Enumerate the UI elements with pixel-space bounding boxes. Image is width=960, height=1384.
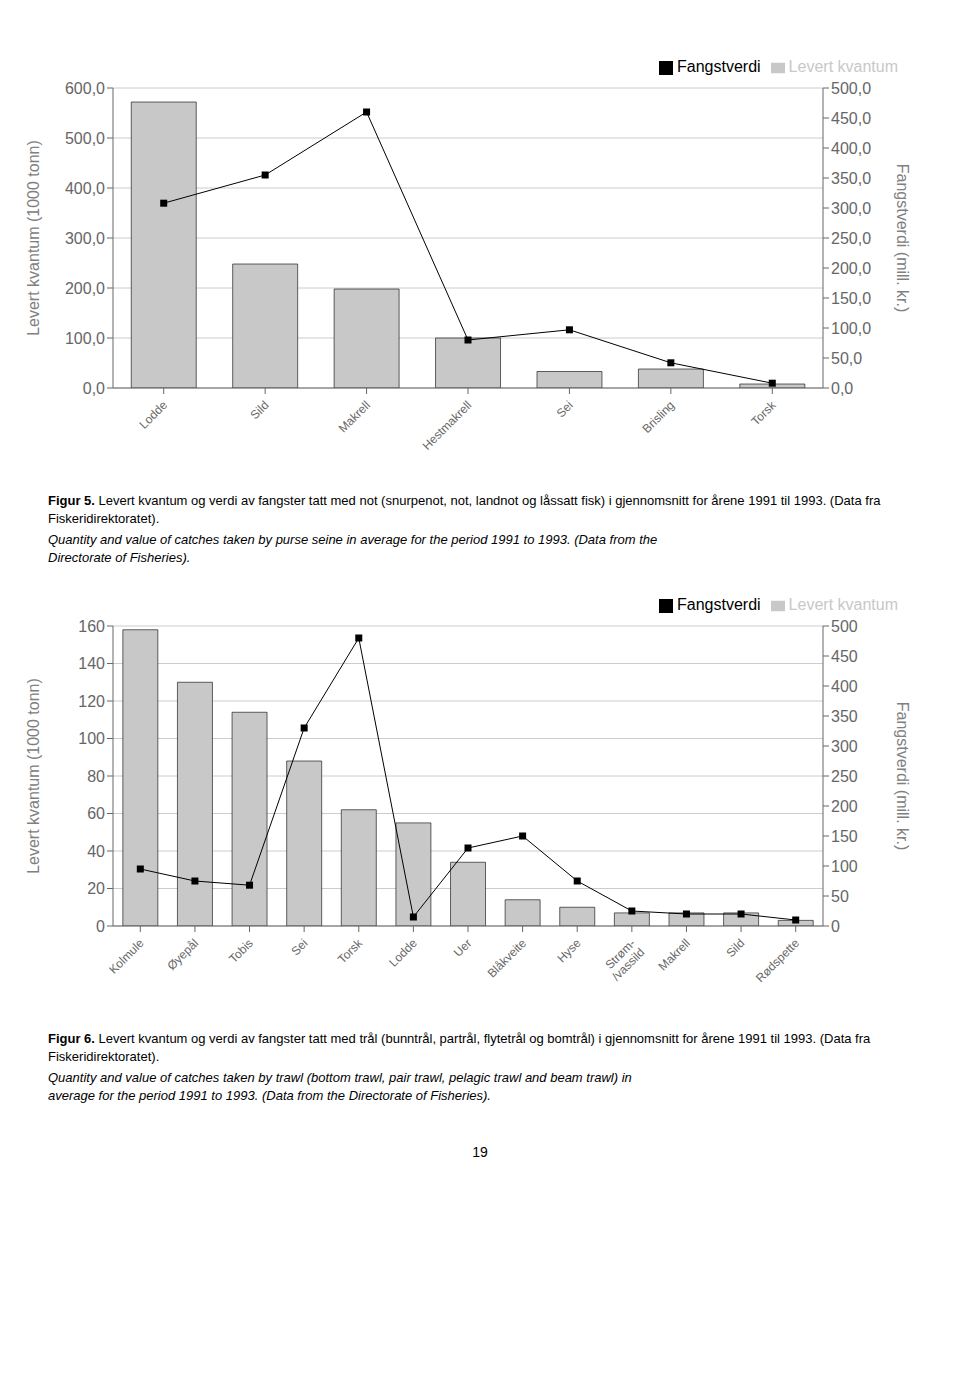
svg-text:300,0: 300,0	[831, 200, 871, 217]
svg-text:Fangstverdi (mill. kr.): Fangstverdi (mill. kr.)	[894, 702, 911, 850]
svg-text:250,0: 250,0	[831, 230, 871, 247]
svg-text:Fangstverdi (mill. kr.): Fangstverdi (mill. kr.)	[894, 164, 911, 312]
svg-text:Sild: Sild	[247, 398, 271, 422]
svg-text:80: 80	[87, 768, 105, 785]
svg-text:200,0: 200,0	[65, 280, 105, 297]
svg-text:Kolmule: Kolmule	[106, 936, 147, 977]
svg-text:0: 0	[831, 918, 840, 935]
svg-text:350,0: 350,0	[831, 170, 871, 187]
html-text:Quantity and value of catches: Quantity and value of catches taken by p…	[48, 532, 658, 565]
svg-text:0,0: 0,0	[83, 380, 105, 397]
svg-text:Makrell: Makrell	[656, 936, 693, 973]
svg-text:100,0: 100,0	[831, 320, 871, 337]
svg-text:Strøm-/vassild: Strøm-/vassild	[600, 936, 647, 983]
svg-text:0: 0	[96, 918, 105, 935]
svg-text:150,0: 150,0	[831, 290, 871, 307]
svg-text:Rødspette: Rødspette	[753, 936, 802, 985]
svg-text:0,0: 0,0	[831, 380, 853, 397]
svg-text:140: 140	[78, 655, 105, 672]
svg-text:250: 250	[831, 768, 858, 785]
svg-text:20: 20	[87, 880, 105, 897]
svg-text:Makrell: Makrell	[336, 398, 373, 435]
svg-text:160: 160	[78, 618, 105, 635]
svg-text:Øyepål: Øyepål	[164, 936, 201, 973]
svg-text:400: 400	[831, 678, 858, 695]
html-text:Figur 6. Levert kvantum og ver: Figur 6. Levert kvantum og verdi av fang…	[48, 1031, 871, 1064]
svg-text:Lodde: Lodde	[137, 398, 171, 432]
svg-text:Hestmakrell: Hestmakrell	[420, 398, 475, 453]
html-text:Fangstverdi: Fangstverdi	[677, 596, 761, 614]
svg-text:Lodde: Lodde	[386, 936, 420, 970]
html-text:19: 19	[472, 1144, 488, 1161]
svg-text:Torsk: Torsk	[335, 936, 366, 967]
svg-text:150: 150	[831, 828, 858, 845]
html-text:Figur 5. Levert kvantum og ver: Figur 5. Levert kvantum og verdi av fang…	[48, 493, 881, 526]
svg-text:100,0: 100,0	[65, 330, 105, 347]
svg-text:100: 100	[831, 858, 858, 875]
svg-text:50,0: 50,0	[831, 350, 862, 367]
svg-text:Blåkveite: Blåkveite	[485, 936, 530, 981]
svg-text:Torsk: Torsk	[748, 397, 779, 428]
svg-text:50: 50	[831, 888, 849, 905]
svg-text:Hyse: Hyse	[554, 936, 583, 965]
svg-text:Tobis: Tobis	[226, 936, 256, 966]
svg-text:450: 450	[831, 648, 858, 665]
svg-text:Levert kvantum (1000 tonn): Levert kvantum (1000 tonn)	[25, 140, 42, 336]
svg-text:300,0: 300,0	[65, 230, 105, 247]
svg-text:300: 300	[831, 738, 858, 755]
svg-text:Uer: Uer	[451, 936, 475, 960]
svg-text:120: 120	[78, 693, 105, 710]
svg-text:500: 500	[831, 618, 858, 635]
html-text:Quantity and value of catches: Quantity and value of catches taken by t…	[48, 1070, 632, 1103]
svg-text:500,0: 500,0	[65, 130, 105, 147]
svg-text:200,0: 200,0	[831, 260, 871, 277]
svg-text:400,0: 400,0	[831, 140, 871, 157]
svg-text:Levert kvantum (1000 tonn): Levert kvantum (1000 tonn)	[25, 678, 42, 874]
svg-text:40: 40	[87, 843, 105, 860]
svg-text:Brisling: Brisling	[639, 398, 677, 436]
svg-text:100: 100	[78, 730, 105, 747]
html-text:Fangstverdi: Fangstverdi	[677, 58, 761, 75]
svg-text:Sei: Sei	[554, 398, 576, 420]
html-text:Levert kvantum: Levert kvantum	[788, 596, 898, 614]
svg-text:Sild: Sild	[723, 936, 747, 960]
svg-text:350: 350	[831, 708, 858, 725]
svg-text:Sei: Sei	[288, 936, 310, 958]
svg-text:600,0: 600,0	[65, 80, 105, 97]
svg-text:200: 200	[831, 798, 858, 815]
html-text:Levert kvantum: Levert kvantum	[788, 58, 898, 75]
svg-text:400,0: 400,0	[65, 180, 105, 197]
svg-text:500,0: 500,0	[831, 80, 871, 97]
svg-text:60: 60	[87, 805, 105, 822]
svg-text:450,0: 450,0	[831, 110, 871, 127]
